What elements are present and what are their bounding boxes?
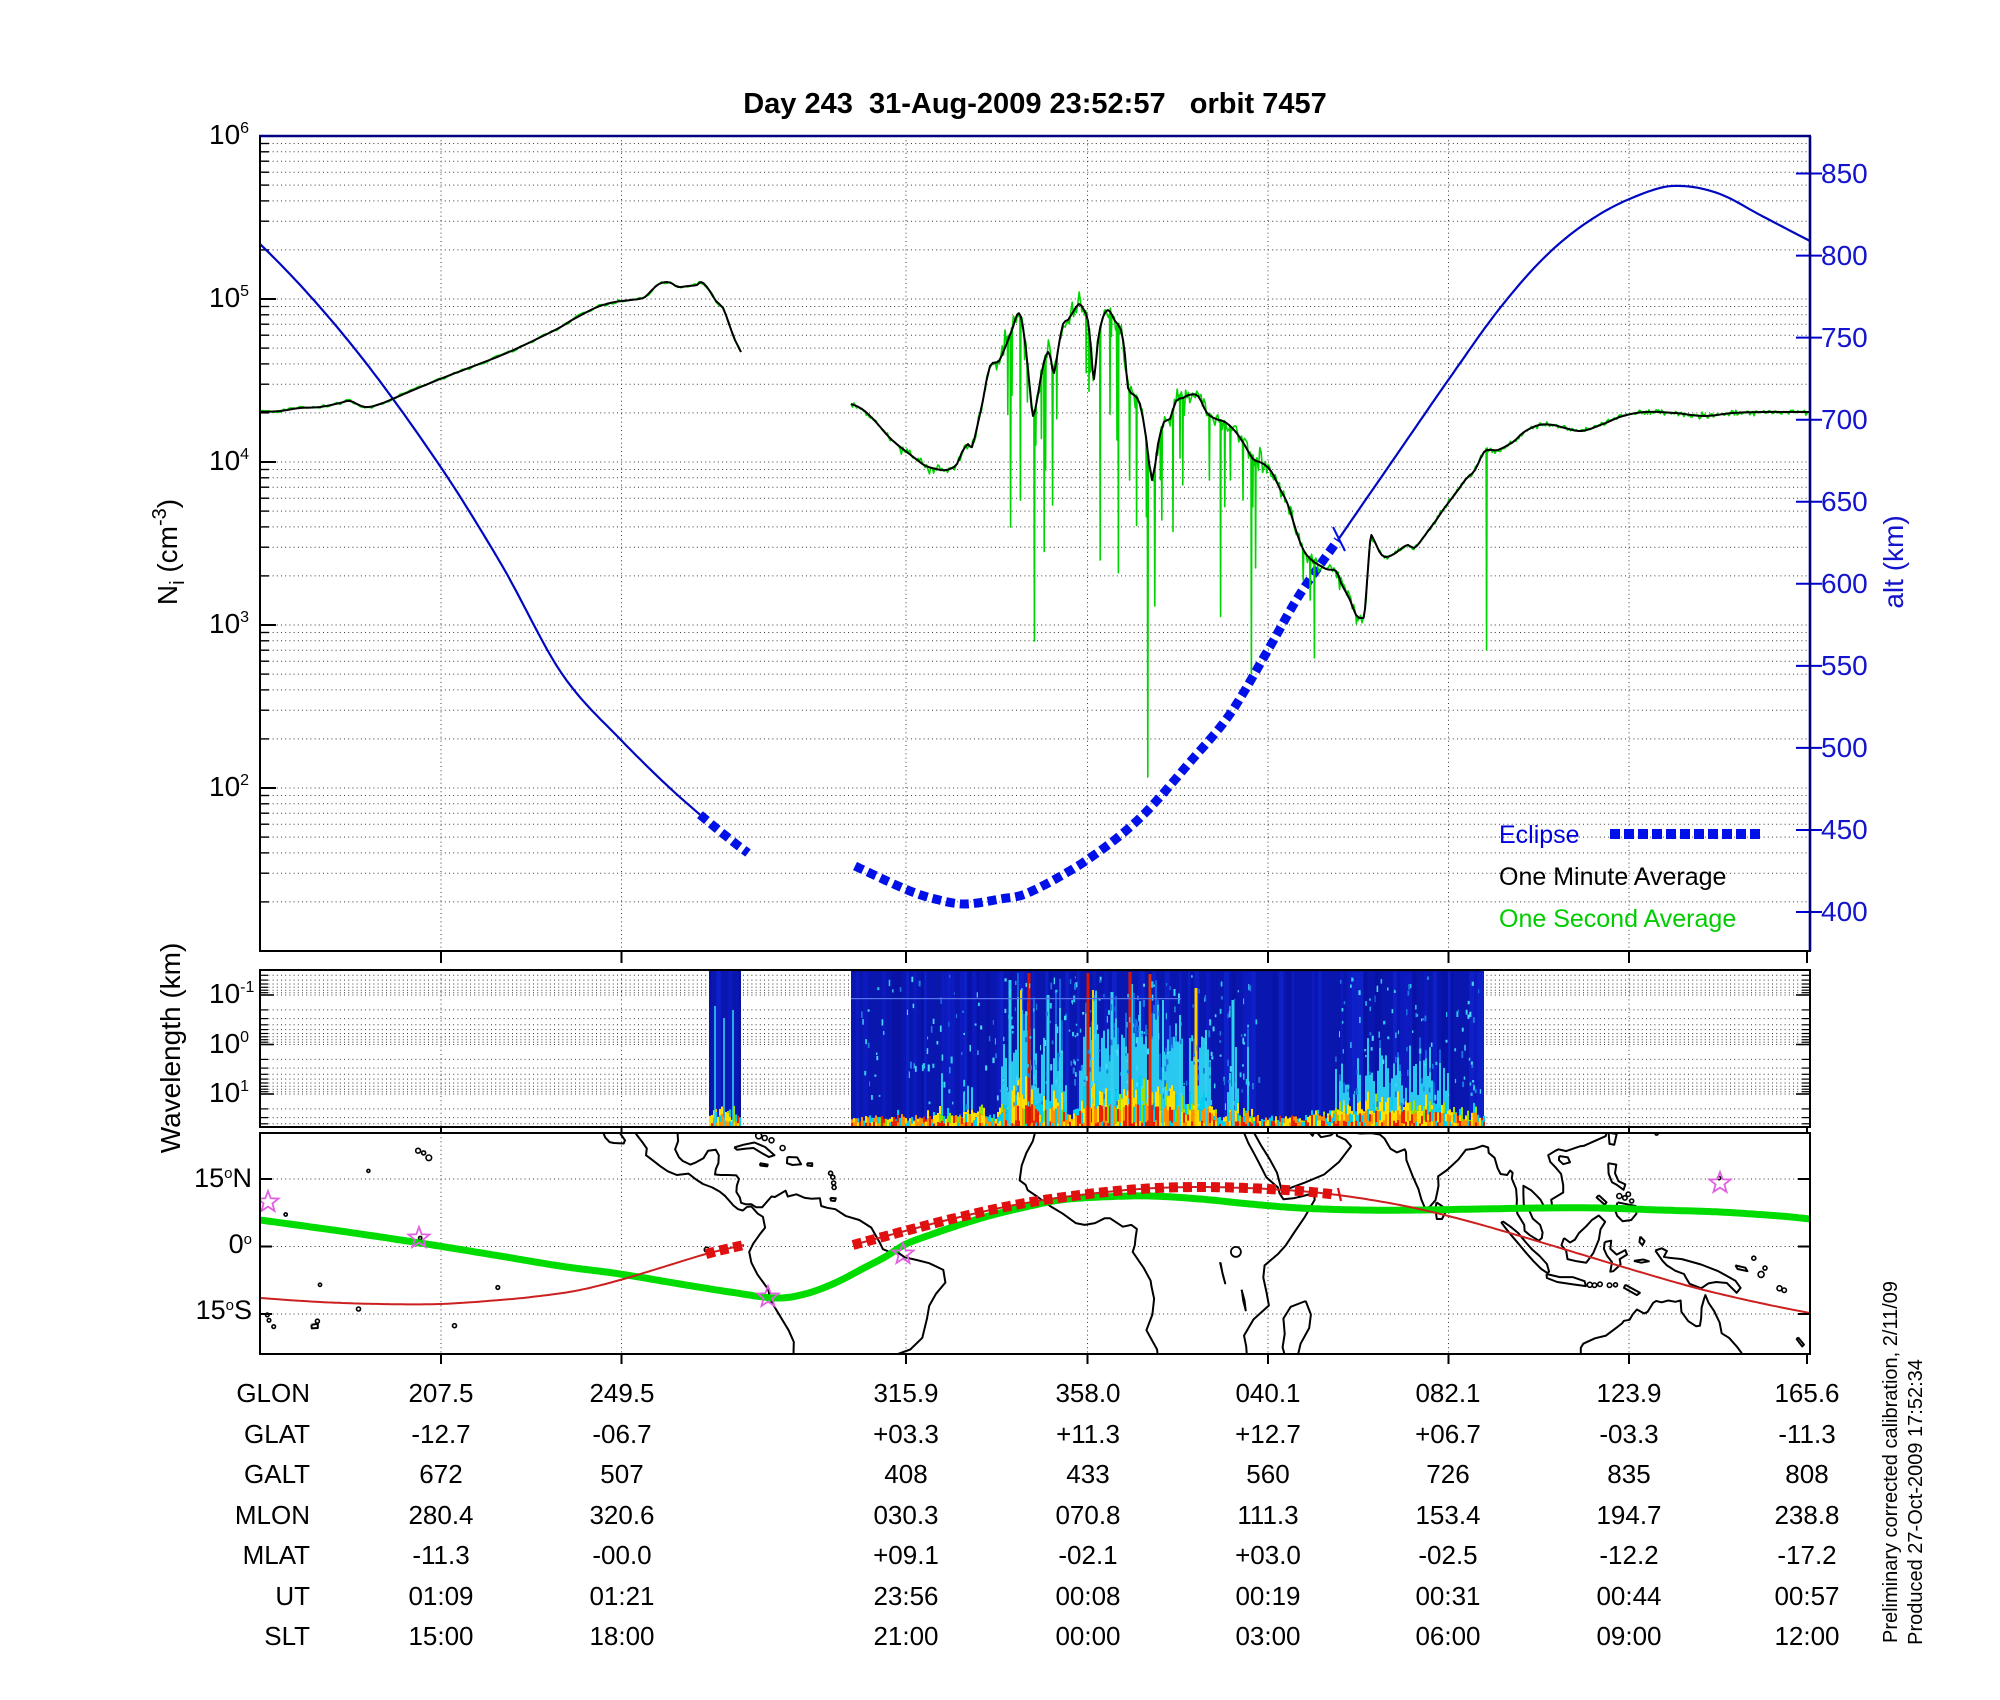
svg-text:Wavelength (km): Wavelength (km) bbox=[155, 943, 186, 1154]
svg-text:One Minute Average: One Minute Average bbox=[1499, 863, 1726, 891]
svg-text:Preliminary corrected calibrat: Preliminary corrected calibration, 2/11/… bbox=[1880, 1281, 1902, 1643]
svg-text:Ni (cm-3): Ni (cm-3) bbox=[149, 499, 189, 605]
svg-text:Produced 27-Oct-2009 17:52:34: Produced 27-Oct-2009 17:52:34 bbox=[1905, 1359, 1927, 1645]
svg-text:Eclipse: Eclipse bbox=[1499, 821, 1580, 849]
svg-text:alt (km): alt (km) bbox=[1878, 515, 1909, 608]
svg-text:One Second Average: One Second Average bbox=[1499, 905, 1736, 933]
